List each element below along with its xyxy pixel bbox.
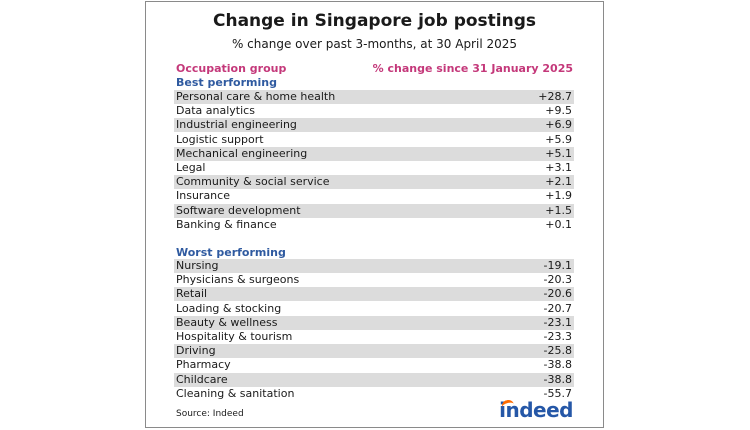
row-value: +0.1	[545, 217, 572, 231]
row-label: Loading & stocking	[176, 301, 282, 315]
row-label: Software development	[176, 203, 301, 217]
row-value: -20.7	[543, 301, 572, 315]
row-value: -20.6	[543, 287, 572, 301]
table-row: Mechanical engineering +5.1	[174, 146, 574, 161]
row-value: +6.9	[545, 118, 572, 132]
row-label: Legal	[176, 161, 206, 174]
table-row: Logistic support +5.9	[174, 133, 574, 147]
row-value: -20.3	[543, 273, 572, 287]
table-row: Personal care & home health +28.7	[174, 90, 574, 104]
table-row: Loading & stocking -20.7	[174, 302, 574, 316]
table-row: Legal +3.1	[174, 161, 574, 175]
table-row: Banking & finance +0.1	[174, 218, 574, 232]
table-row: Community & social service +2.1	[174, 175, 574, 190]
indeed-logo: indeed	[499, 398, 573, 422]
row-label: Beauty & wellness	[176, 315, 278, 329]
column-header-occupation: Occupation group	[176, 62, 287, 75]
row-value: -38.8	[543, 358, 572, 372]
row-label: Hospitality & tourism	[176, 330, 293, 343]
chart-title: Change in Singapore job postings	[212, 11, 537, 31]
logo-text: indeed	[499, 398, 573, 422]
table-row: Cleaning & sanitation -55.7	[174, 387, 574, 401]
table-row: Nursing -19.1	[174, 259, 574, 273]
table-row: Insurance +1.9	[174, 189, 574, 203]
row-label: Retail	[176, 287, 208, 301]
row-label: Industrial engineering	[176, 118, 297, 132]
row-label: Driving	[176, 344, 216, 358]
row-label: Insurance	[176, 189, 230, 203]
row-label: Mechanical engineering	[176, 146, 308, 160]
table-row: Beauty & wellness -23.1	[174, 315, 574, 330]
row-label: Cleaning & sanitation	[176, 386, 295, 400]
table-row: Industrial engineering +6.9	[174, 118, 574, 133]
table-row: Hospitality & tourism -23.3	[174, 330, 574, 344]
row-value: +28.7	[538, 90, 572, 103]
table-row: Childcare -38.8	[174, 372, 574, 387]
row-value: +3.1	[545, 161, 572, 174]
row-label: Banking & finance	[176, 217, 277, 231]
row-value: -55.7	[543, 386, 572, 400]
chart-frame: Change in Singapore job postings % chang…	[145, 1, 604, 428]
row-value: +9.5	[545, 104, 572, 118]
column-header-change: % change since 31 January 2025	[372, 62, 573, 75]
row-label: Community & social service	[176, 175, 330, 189]
table-row: Physicians & surgeons -20.3	[174, 273, 574, 287]
table-row: Retail -20.6	[174, 287, 574, 302]
table-row: Driving -25.8	[174, 344, 574, 359]
table-row: Pharmacy -38.8	[174, 358, 574, 372]
chart-subtitle: % change over past 3-months, at 30 April…	[231, 37, 518, 51]
row-value: -38.8	[543, 372, 572, 386]
table-row: Software development +1.5	[174, 203, 574, 218]
row-label: Childcare	[176, 372, 228, 386]
row-value: -25.8	[543, 344, 572, 358]
row-label: Personal care & home health	[176, 90, 336, 103]
row-label: Physicians & surgeons	[176, 273, 300, 287]
row-value: +1.9	[545, 189, 572, 203]
row-value: -23.3	[543, 330, 572, 343]
section-best-performing: Best performing	[176, 76, 277, 89]
source-note: Source: Indeed	[176, 409, 244, 419]
row-value: +1.5	[545, 203, 572, 217]
row-value: +5.9	[545, 132, 572, 146]
row-label: Pharmacy	[176, 358, 231, 372]
table-row: Data analytics +9.5	[174, 104, 574, 118]
section-worst-performing: Worst performing	[176, 246, 286, 259]
row-value: -23.1	[543, 315, 572, 329]
row-label: Logistic support	[176, 132, 264, 146]
row-label: Data analytics	[176, 104, 255, 118]
row-label: Nursing	[176, 259, 219, 272]
row-value: +2.1	[545, 175, 572, 189]
row-value: -19.1	[543, 259, 572, 272]
row-value: +5.1	[545, 146, 572, 160]
